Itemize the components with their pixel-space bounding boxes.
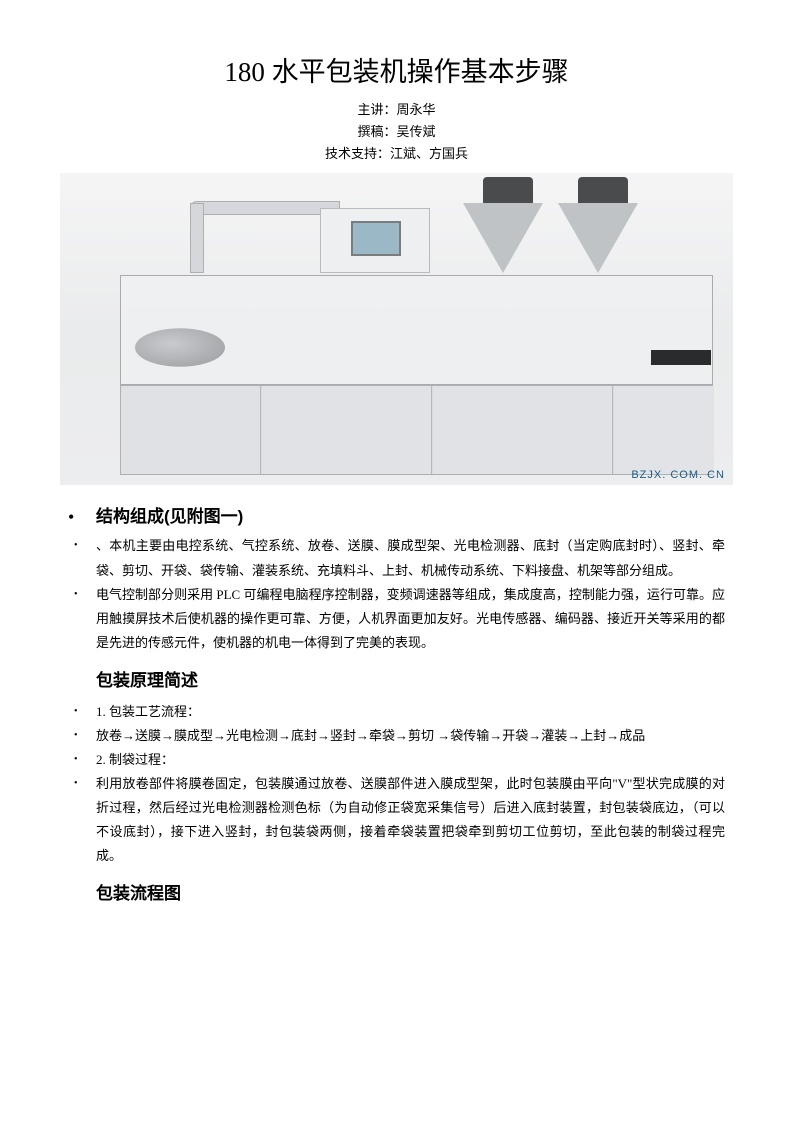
- flowchart-heading: 包装流程图: [96, 880, 181, 907]
- bullet-icon: •: [68, 700, 96, 724]
- bullet-icon: •: [68, 772, 96, 796]
- hopper-left: [463, 203, 543, 273]
- bullet-icon: •: [68, 724, 96, 748]
- author-name: 吴传斌: [397, 124, 436, 139]
- page-title: 180 水平包装机操作基本步骤: [60, 50, 733, 89]
- author-label: 撰稿：: [357, 124, 396, 139]
- principle-heading-row: 包装原理简述: [68, 667, 725, 694]
- flowchart-heading-row: 包装流程图: [68, 880, 725, 907]
- principle-item-4: • 利用放卷部件将膜卷固定，包装膜通过放卷、送膜部件进入膜成型架，此时包装膜由平…: [68, 772, 725, 868]
- machine-photo: BZJX. COM. CN: [60, 173, 733, 485]
- touchscreen-icon: [351, 221, 401, 256]
- bullet-icon: •: [68, 534, 96, 558]
- pipe-horizontal: [190, 201, 340, 215]
- principle-text-1: 1. 包装工艺流程：: [96, 700, 725, 724]
- credit-support: 技术支持：江斌、方国兵: [60, 143, 733, 165]
- structure-item-1: • 、本机主要由电控系统、气控系统、放卷、送膜、膜成型架、光电检测器、底封（当定…: [68, 534, 725, 582]
- credits-block: 主讲：周永华 撰稿：吴传斌 技术支持：江斌、方国兵: [60, 99, 733, 165]
- principle-text-4: 利用放卷部件将膜卷固定，包装膜通过放卷、送膜部件进入膜成型架，此时包装膜由平向"…: [96, 772, 725, 868]
- structure-text-1: 、本机主要由电控系统、气控系统、放卷、送膜、膜成型架、光电检测器、底封（当定购底…: [96, 534, 725, 582]
- structure-heading-row: • 结构组成(见附图一): [68, 503, 725, 530]
- structure-heading: 结构组成(见附图一): [96, 503, 243, 530]
- principle-text-3: 2. 制袋过程：: [96, 748, 725, 772]
- hopper-right: [558, 203, 638, 273]
- presenter-name: 周永华: [397, 102, 436, 117]
- conveyor-output: [651, 350, 711, 365]
- principle-text-2: 放卷→送膜→膜成型→光电检测→底封→竖封→牵袋→剪切 →袋传输→开袋→灌装→上封…: [96, 724, 725, 748]
- principle-item-1: • 1. 包装工艺流程：: [68, 700, 725, 724]
- structure-item-2: • 电气控制部分则采用 PLC 可编程电脑程序控制器，变频调速器等组成，集成度高…: [68, 583, 725, 655]
- bullet-icon: •: [68, 748, 96, 772]
- credit-author: 撰稿：吴传斌: [60, 121, 733, 143]
- cabinet-4: [614, 386, 714, 474]
- principle-heading: 包装原理简述: [96, 667, 198, 694]
- bullet-icon: •: [68, 503, 96, 530]
- presenter-label: 主讲：: [357, 102, 396, 117]
- pipe-vertical: [190, 203, 204, 273]
- cabinet-2: [262, 386, 432, 474]
- control-panel: [320, 208, 430, 273]
- image-watermark: BZJX. COM. CN: [631, 469, 725, 481]
- upper-frame: [120, 275, 713, 385]
- support-names: 江斌、方国兵: [390, 146, 468, 161]
- credit-presenter: 主讲：周永华: [60, 99, 733, 121]
- principle-item-3: • 2. 制袋过程：: [68, 748, 725, 772]
- content-area: • 结构组成(见附图一) • 、本机主要由电控系统、气控系统、放卷、送膜、膜成型…: [60, 503, 733, 907]
- structure-text-2: 电气控制部分则采用 PLC 可编程电脑程序控制器，变频调速器等组成，集成度高，控…: [96, 583, 725, 655]
- cabinet-1: [121, 386, 261, 474]
- cabinet-3: [433, 386, 613, 474]
- support-label: 技术支持：: [325, 146, 390, 161]
- bullet-icon: •: [68, 583, 96, 607]
- principle-item-2: • 放卷→送膜→膜成型→光电检测→底封→竖封→牵袋→剪切 →袋传输→开袋→灌装→…: [68, 724, 725, 748]
